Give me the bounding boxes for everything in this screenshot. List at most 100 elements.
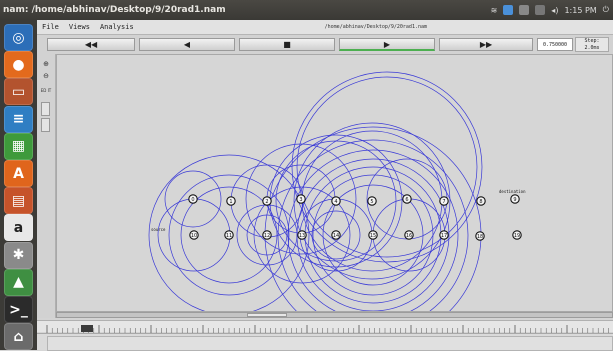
rewind-button[interactable]: ◀◀ [47,38,135,51]
transmission-range-circle [296,76,478,258]
scroll-thumb[interactable] [247,313,287,317]
time-ruler[interactable] [37,320,613,335]
network-node[interactable]: 9 [510,194,520,204]
transmission-range-circle [180,186,278,284]
transmission-range-circle [291,71,483,263]
settings-icon[interactable]: ✱ [4,241,33,269]
step-back-button[interactable]: ◀ [139,38,235,51]
trash-icon[interactable]: ⌂ [4,323,33,351]
impress-icon[interactable]: ▤ [4,187,33,215]
stop-button[interactable]: ■ [239,38,335,51]
network-node[interactable]: 18 [475,231,485,241]
node-id-label: 2 [265,199,268,205]
network-node[interactable]: 10 [189,230,199,240]
transmission-range-circle [293,122,451,280]
transmission-range-circle [296,158,450,311]
nam-window: File Views Analysis /home/abhinav/Deskto… [37,20,613,351]
ubuntu-dash-icon[interactable]: ◎ [4,24,33,51]
node-id-label: 13 [299,233,305,239]
terminal-icon[interactable]: >_ [4,296,33,323]
network-node[interactable]: 2 [262,196,272,206]
software-updater-icon[interactable]: ▲ [4,268,33,296]
transmission-range-circle [277,139,469,311]
calc-icon[interactable]: ▦ [4,132,33,160]
vertical-scroll-down[interactable] [41,118,50,132]
zoom-out-icon[interactable]: ⊖ [43,72,49,80]
transmission-range-circle [148,154,310,311]
network-node[interactable]: 14 [331,230,341,240]
time-readout: 0.750000 [537,38,573,51]
network-node[interactable]: 12 [262,230,272,240]
step-label: Step: 2.0ms [584,38,600,51]
node-id-label: 1 [229,199,232,205]
transmission-range-circle [322,184,424,286]
node-id-label: 10 [191,233,197,239]
transmission-range-circle [245,143,357,255]
volume-icon[interactable]: ◂) [551,5,559,15]
vertical-scroll-up[interactable] [41,102,50,116]
network-node[interactable]: 6 [402,194,412,204]
wifi-icon[interactable]: ≋ [490,5,498,15]
software-center-icon[interactable]: A [4,160,33,187]
window-title: nam: /home/abhinav/Desktop/9/20rad1.nam [3,5,226,15]
node-id-label: 8 [479,199,482,205]
files-icon[interactable]: ▭ [4,78,33,106]
network-node[interactable]: 4 [331,196,341,206]
node-id-label: 11 [226,233,232,239]
network-node[interactable]: 3 [296,194,306,204]
mail-icon[interactable] [519,5,530,15]
playback-toolbar: ◀◀ ◀ ■ ▶ ▶▶ 0.750000 Step: 2.0ms [37,35,613,54]
node-id-label: 16 [406,233,412,239]
network-node[interactable]: 19 [512,230,522,240]
source-label: source [151,227,166,232]
network-node[interactable]: 1 [226,196,236,206]
network-node[interactable]: 7 [439,196,449,206]
transmission-range-circle [164,170,222,228]
horizontal-scrollbar[interactable] [56,312,613,318]
writer-icon[interactable]: ≡ [4,105,33,133]
trace-file-path: /home/abhinav/Desktop/9/20rad1.nam [324,24,427,30]
zoom-in-icon[interactable]: ⊕ [43,60,49,68]
network-node[interactable]: 0 [188,194,198,204]
fast-forward-button[interactable]: ▶▶ [439,38,533,51]
packet-monitor-area[interactable] [47,336,613,351]
edit-button[interactable]: ED IT [40,87,52,93]
top-panel: nam: /home/abhinav/Desktop/9/20rad1.nam … [0,0,613,20]
node-id-label: 0 [191,197,194,203]
menu-file[interactable]: File [42,23,59,31]
menu-bar: File Views Analysis /home/abhinav/Deskto… [37,20,613,35]
transmission-range-circle [253,186,351,284]
launcher: ◎ ● ▭ ≡ ▦ A ▤ a ✱ ▲ >_ ⌂ [0,20,37,351]
amazon-icon[interactable]: a [4,214,33,242]
keyboard-layout-icon[interactable] [503,5,514,15]
network-node[interactable]: 16 [404,230,414,240]
power-icon[interactable]: ⏻ [602,5,609,14]
transmission-range-circle [311,210,361,260]
network-node[interactable]: 17 [439,230,449,240]
play-button[interactable]: ▶ [339,38,435,51]
system-tray: ≋ ◂) 1:15 PM ⏻ [491,5,613,15]
transmission-range-circle [168,174,290,296]
firefox-icon[interactable]: ● [4,51,33,79]
time-marker[interactable] [81,325,93,332]
node-id-label: 15 [370,233,376,239]
node-id-label: 6 [405,197,408,203]
destination-label: destination [499,189,526,194]
network-node[interactable]: 13 [297,230,307,240]
battery-icon[interactable] [535,5,546,15]
network-node[interactable]: 5 [367,196,377,206]
menu-analysis[interactable]: Analysis [99,23,134,31]
node-id-label: 5 [370,199,373,205]
transmission-range-circle [287,149,459,311]
node-id-label: 14 [333,233,339,239]
node-id-label: 12 [264,233,270,239]
menu-views[interactable]: Views [68,23,90,31]
clock[interactable]: 1:15 PM [564,5,597,15]
monitor-pane [37,333,613,351]
network-animation-canvas[interactable]: 0 1 2 3 4 5 6 7 8 9 10 11 12 13 14 15 16 17 18 19 source de… [56,54,613,312]
step-slider[interactable]: Step: 2.0ms [575,37,609,52]
node-id-label: 17 [441,233,447,239]
network-node[interactable]: 8 [476,196,486,206]
network-node[interactable]: 11 [224,230,234,240]
network-node[interactable]: 15 [368,230,378,240]
